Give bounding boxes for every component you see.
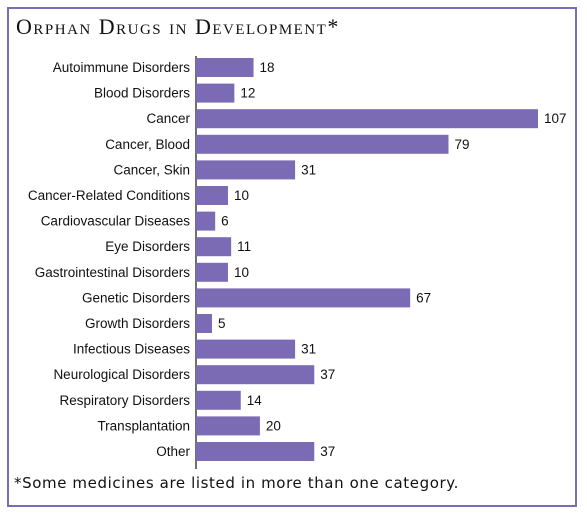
bar-other xyxy=(196,442,315,461)
category-label-genetic-disorders: Genetic Disorders xyxy=(82,290,190,305)
bar-eye-disorders xyxy=(196,237,232,257)
bar-cancer-skin xyxy=(196,160,296,180)
value-label-cancer-related-conditions: 10 xyxy=(234,188,249,203)
bar-cardiovascular-diseases xyxy=(196,211,216,231)
bar-genetic-disorders xyxy=(196,288,411,308)
bar-gastrointestinal-disorders xyxy=(196,262,228,282)
value-label-genetic-disorders: 67 xyxy=(416,290,431,305)
category-label-eye-disorders: Eye Disorders xyxy=(105,239,190,254)
category-label-cancer-blood: Cancer, Blood xyxy=(105,137,190,152)
category-label-transplantation: Transplantation xyxy=(97,418,190,433)
chart-frame xyxy=(7,7,577,507)
category-label-autoimmune-disorders: Autoimmune Disorders xyxy=(53,60,191,75)
chart-title: Orphan Drugs in Development* xyxy=(16,14,340,39)
value-label-cancer-skin: 31 xyxy=(301,162,316,177)
category-label-respiratory-disorders: Respiratory Disorders xyxy=(59,393,190,408)
bar-series xyxy=(196,58,538,461)
value-label-cardiovascular-diseases: 6 xyxy=(221,214,229,229)
value-label-transplantation: 20 xyxy=(266,418,281,433)
category-label-blood-disorders: Blood Disorders xyxy=(94,86,190,101)
category-label-cancer: Cancer xyxy=(146,111,190,126)
category-label-cancer-related-conditions: Cancer-Related Conditions xyxy=(28,188,190,203)
bar-growth-disorders xyxy=(196,314,212,333)
value-label-cancer-blood: 79 xyxy=(455,137,470,152)
category-label-gastrointestinal-disorders: Gastrointestinal Disorders xyxy=(35,265,191,280)
bar-cancer-blood xyxy=(196,134,449,154)
value-label-blood-disorders: 12 xyxy=(240,86,255,101)
value-label-autoimmune-disorders: 18 xyxy=(260,60,275,75)
value-label-other: 37 xyxy=(320,444,335,459)
footnote: *Some medicines are listed in more than … xyxy=(14,474,459,492)
bar-respiratory-disorders xyxy=(196,390,241,410)
category-label-cardiovascular-diseases: Cardiovascular Diseases xyxy=(41,214,191,229)
category-labels: Autoimmune Disorders Blood Disorders Cance… xyxy=(28,60,191,459)
value-label-neurological-disorders: 37 xyxy=(320,367,335,382)
value-label-infectious-diseases: 31 xyxy=(301,342,316,357)
category-label-growth-disorders: Growth Disorders xyxy=(85,316,190,331)
bar-neurological-disorders xyxy=(196,365,315,385)
value-label-eye-disorders: 11 xyxy=(237,239,251,254)
category-label-infectious-diseases: Infectious Diseases xyxy=(73,342,190,357)
bar-blood-disorders xyxy=(196,83,235,103)
value-label-cancer: 107 xyxy=(544,111,567,126)
category-label-cancer-skin: Cancer, Skin xyxy=(113,162,190,177)
value-label-growth-disorders: 5 xyxy=(218,316,226,331)
bar-transplantation xyxy=(196,416,260,436)
bar-autoimmune-disorders xyxy=(196,58,254,77)
bar-cancer-related-conditions xyxy=(196,186,228,205)
bar-infectious-diseases xyxy=(196,339,296,359)
value-label-respiratory-disorders: 14 xyxy=(247,393,263,408)
bar-cancer xyxy=(196,109,538,129)
category-label-neurological-disorders: Neurological Disorders xyxy=(53,367,190,382)
value-label-gastrointestinal-disorders: 10 xyxy=(234,265,249,280)
category-label-other: Other xyxy=(156,444,190,459)
